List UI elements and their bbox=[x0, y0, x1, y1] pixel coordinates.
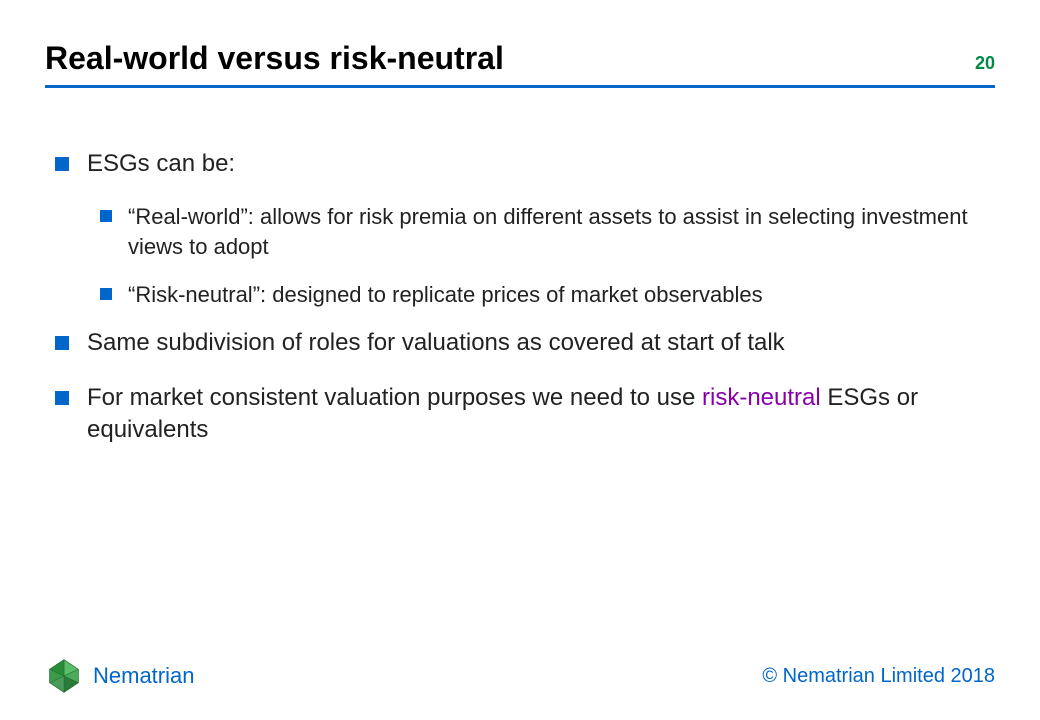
slide-footer: Nematrian © Nematrian Limited 2018 bbox=[45, 647, 995, 695]
bullet-sub-item: “Risk-neutral”: designed to replicate pr… bbox=[100, 280, 995, 310]
brand-name: Nematrian bbox=[93, 663, 194, 689]
bullet-marker-icon bbox=[55, 336, 69, 350]
slide-header: Real-world versus risk-neutral 20 bbox=[45, 40, 995, 88]
bullet-text: For market consistent valuation purposes… bbox=[87, 382, 995, 447]
bullet-text: ESGs can be: bbox=[87, 148, 235, 180]
nematrian-logo-icon bbox=[45, 657, 83, 695]
text-span: For market consistent valuation purposes… bbox=[87, 384, 702, 411]
bullet-marker-icon bbox=[100, 210, 112, 222]
bullet-text: “Risk-neutral”: designed to replicate pr… bbox=[128, 280, 763, 310]
bullet-item: ESGs can be: bbox=[55, 148, 995, 180]
bullet-marker-icon bbox=[55, 391, 69, 405]
footer-left: Nematrian bbox=[45, 657, 194, 695]
bullet-text: Same subdivision of roles for valuations… bbox=[87, 327, 785, 359]
slide-container: Real-world versus risk-neutral 20 ESGs c… bbox=[0, 0, 1040, 720]
bullet-text: “Real-world”: allows for risk premia on … bbox=[128, 202, 995, 261]
bullet-item: Same subdivision of roles for valuations… bbox=[55, 327, 995, 359]
bullet-item: For market consistent valuation purposes… bbox=[55, 382, 995, 447]
bullet-marker-icon bbox=[55, 157, 69, 171]
bullet-marker-icon bbox=[100, 288, 112, 300]
copyright-text: © Nematrian Limited 2018 bbox=[762, 665, 995, 688]
slide-title: Real-world versus risk-neutral bbox=[45, 40, 504, 77]
page-number: 20 bbox=[975, 53, 995, 74]
bullet-sub-item: “Real-world”: allows for risk premia on … bbox=[100, 202, 995, 261]
slide-content: ESGs can be: “Real-world”: allows for ri… bbox=[45, 148, 995, 647]
highlight-text: risk-neutral bbox=[702, 384, 821, 411]
